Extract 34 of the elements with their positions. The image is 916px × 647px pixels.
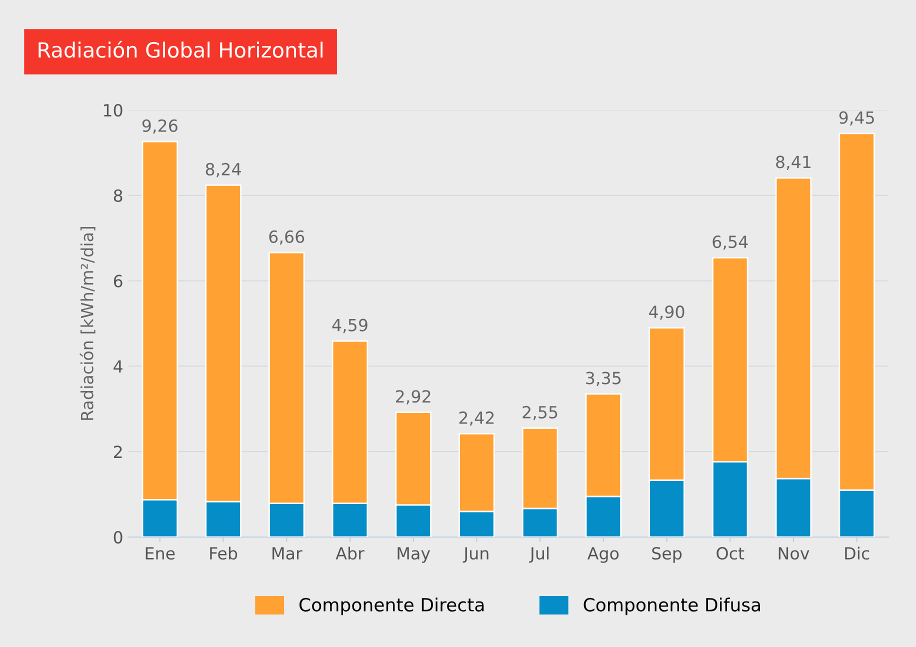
legend-label: Componente Difusa [584,598,760,616]
x-tick-label: Feb [210,546,238,560]
x-tick-label: Nov [778,547,810,560]
total-label: 6,54 [712,236,748,250]
total-label: 3,35 [586,372,621,386]
x-tick-label: Jun [462,547,488,563]
y-tick-label: 4 [114,360,122,373]
x-tick-label: Ene [146,547,175,560]
chart-title: Radiación Global Horizontal [38,40,323,58]
x-tick-label: Mar [272,547,302,560]
x-tick-label: May [398,547,430,563]
total-label: 9,45 [839,111,874,126]
y-axis-title: Radiación [kWh/m²/dia] [80,226,96,420]
x-tick-label: Sep [652,547,682,563]
total-label: 9,26 [142,119,178,134]
total-label: 8,41 [776,156,810,170]
total-label: 6,66 [269,230,304,245]
total-label: 2,55 [522,406,558,420]
total-label: 2,92 [396,390,430,404]
x-tick-label: Ago [587,547,619,563]
y-tick-label: 0 [114,530,122,544]
x-tick-label: Dic [845,546,870,560]
y-tick-label: 10 [104,104,122,117]
total-label: 4,59 [332,318,368,334]
y-tick-label: 2 [114,446,122,458]
x-tick-label: Jul [529,546,549,563]
total-label: 4,90 [649,306,684,320]
y-tick-label: 6 [114,274,122,288]
y-tick-label: 8 [114,189,122,202]
legend-label: Componente Directa [299,598,484,616]
total-label: 8,24 [206,162,241,178]
x-tick-label: Abr [336,546,364,560]
x-tick-label: Oct [716,547,744,560]
total-label: 2,42 [459,411,494,426]
